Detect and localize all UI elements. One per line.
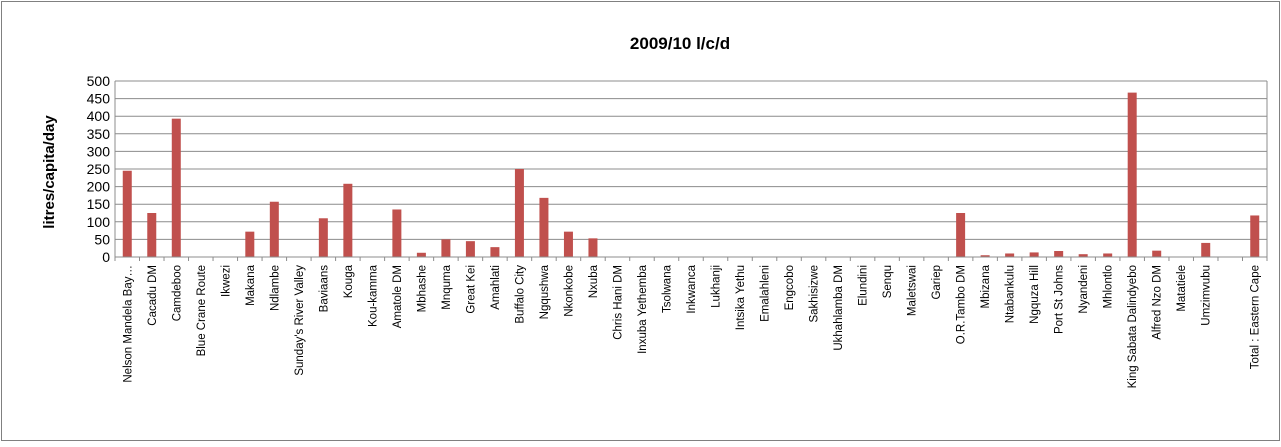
x-tick-label: Lukhanji <box>711 265 723 308</box>
bar <box>490 247 500 257</box>
x-tick-label: Makana <box>245 264 257 306</box>
y-tick-label: 400 <box>87 108 111 124</box>
x-tick-label: Maletswai <box>907 265 919 316</box>
x-tick-label: Amahlati <box>490 265 502 310</box>
x-tick-label: King Sabata Dalindyebo <box>1127 265 1139 388</box>
y-tick-label: 50 <box>94 231 110 247</box>
x-tick-label: Alfred Nzo DM <box>1152 265 1164 340</box>
bar <box>1103 253 1113 257</box>
x-tick-label: Mbizana <box>980 264 992 308</box>
bar <box>588 238 598 257</box>
x-tick-label: Nxuba <box>588 264 600 298</box>
x-tick-label: Camdeboo <box>171 265 183 321</box>
bar <box>147 213 157 257</box>
bar <box>1152 250 1162 257</box>
x-tick-label: Baviaans <box>318 265 330 313</box>
x-tick-label: Ngqushwa <box>539 264 551 319</box>
bar <box>245 231 255 257</box>
chart-title: 2009/10 l/c/d <box>630 34 730 53</box>
x-tick-label: Buffalo City <box>514 265 526 324</box>
x-tick-label: O.R.Tambo DM <box>956 265 968 344</box>
x-tick-label: Ngquza Hill <box>1029 265 1041 324</box>
axes <box>114 81 1268 261</box>
x-tick-label: Sakhisizwe <box>809 265 821 323</box>
y-tick-label: 200 <box>87 179 111 195</box>
bar <box>980 255 990 257</box>
x-tick-label: Nyandeni <box>1078 265 1090 314</box>
bar <box>1029 252 1039 257</box>
bar <box>563 231 573 257</box>
x-tick-label: Sunday's River Valley <box>294 265 306 376</box>
y-tick-label: 500 <box>87 73 111 89</box>
x-tick-label: Chris Hani DM <box>612 265 624 340</box>
x-tick-label: Nkonkobe <box>563 265 575 317</box>
y-tick-label: 300 <box>87 143 111 159</box>
x-tick-label: Matatiele <box>1176 265 1188 312</box>
bar <box>122 170 132 257</box>
bar <box>171 118 181 257</box>
bar <box>1054 251 1064 257</box>
x-tick-label: Amatole DM <box>392 265 404 328</box>
bar <box>539 197 549 257</box>
y-axis-label: litres/capita/day <box>41 115 58 229</box>
bar <box>441 239 451 257</box>
x-tick-label: Tsolwana <box>661 264 673 313</box>
bar <box>465 241 475 257</box>
bar <box>269 201 279 257</box>
x-tick-label: Inxuba Yethemba <box>637 264 649 353</box>
x-tick-label: Inkwanca <box>686 264 698 313</box>
x-tick-label: Mbhashe <box>416 265 428 312</box>
x-tick-label: Mnquma <box>441 264 453 309</box>
bar <box>956 213 966 257</box>
x-tick-label: Ikwezi <box>220 265 232 297</box>
y-tick-label: 350 <box>87 126 111 142</box>
x-tick-label: Port St Johns <box>1054 265 1066 334</box>
x-tick-label: Cacadu DM <box>147 265 159 326</box>
x-tick-label: Total : Eastern Cape <box>1250 265 1262 369</box>
x-tick-label: Ukhahlamba DM <box>833 265 845 351</box>
bar <box>343 183 353 257</box>
bar <box>416 252 426 257</box>
bar <box>514 169 524 257</box>
x-tick-label: Mhlontlo <box>1103 265 1115 308</box>
x-tick-label: Engcobo <box>784 265 796 310</box>
x-tick-label: Elundini <box>858 265 870 306</box>
x-tick-labels: Nelson Mandela Bay… Cacadu DM Camdeboo Blue… <box>122 264 1261 388</box>
x-tick-label: Nelson Mandela Bay… <box>122 265 134 383</box>
y-tick-label: 0 <box>102 249 110 265</box>
x-tick-label: Ndlambe <box>269 265 281 311</box>
bar <box>318 218 328 257</box>
x-tick-label: Kou-kamma <box>367 264 379 327</box>
bar <box>1127 92 1137 257</box>
x-tick-label: Ntabankulu <box>1005 265 1017 323</box>
bar <box>1078 254 1088 257</box>
bar <box>1201 242 1211 257</box>
x-tick-label: Blue Crane Route <box>196 265 208 356</box>
bars <box>122 92 1260 257</box>
bar <box>392 209 402 257</box>
x-tick-label: Gariep <box>931 265 943 300</box>
x-tick-label: Senqu <box>882 265 894 298</box>
x-tick-label: Umzimvubu <box>1201 265 1213 326</box>
x-tick-label: Kouga <box>343 264 355 298</box>
x-tick-label: Intsika Yethu <box>735 265 747 330</box>
x-tick-label: Emalahleni <box>760 265 772 322</box>
y-tick-label: 450 <box>87 91 111 107</box>
bar <box>1250 215 1260 257</box>
y-tick-label: 250 <box>87 161 111 177</box>
y-tick-label: 150 <box>87 196 111 212</box>
x-tick-label: Great Kei <box>465 265 477 314</box>
y-tick-label: 100 <box>87 214 111 230</box>
bar <box>1005 253 1015 257</box>
gridlines <box>115 80 1267 258</box>
